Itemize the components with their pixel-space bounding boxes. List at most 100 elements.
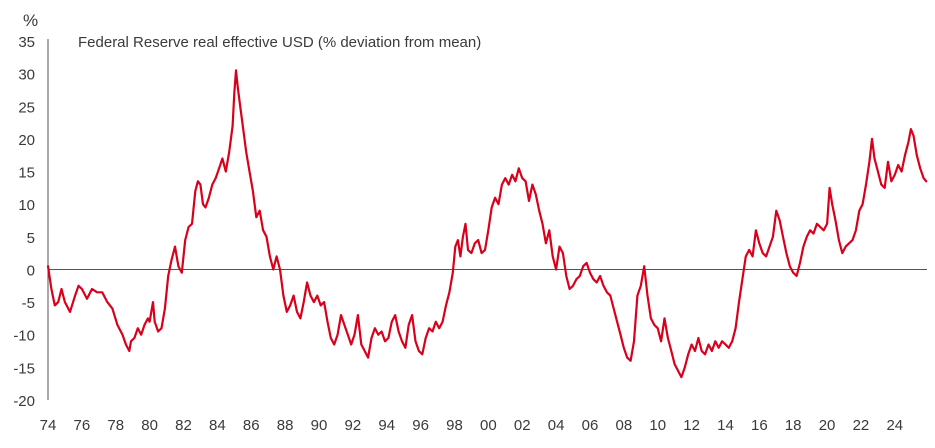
data-point [792, 272, 794, 274]
data-point [779, 220, 781, 222]
data-point [197, 180, 199, 182]
data-point [391, 321, 393, 323]
data-point [421, 353, 423, 355]
data-point [677, 370, 679, 372]
x-tick-label: 94 [378, 417, 395, 434]
data-point [282, 295, 284, 297]
data-point [596, 282, 598, 284]
data-point [765, 255, 767, 257]
data-point [841, 252, 843, 254]
data-point [350, 344, 352, 346]
x-tick-label: 12 [683, 417, 700, 434]
data-point [401, 340, 403, 342]
data-point [697, 337, 699, 339]
data-point [653, 324, 655, 326]
data-point [575, 278, 577, 280]
data-point [728, 347, 730, 349]
x-tick-label: 74 [40, 417, 57, 434]
data-point [691, 344, 693, 346]
x-tick-label: 00 [480, 417, 497, 434]
data-point [101, 291, 103, 293]
x-tick-label: 82 [175, 417, 192, 434]
data-point [202, 203, 204, 205]
data-point [91, 288, 93, 290]
data-point [354, 334, 356, 336]
data-point [623, 347, 625, 349]
data-point [235, 69, 237, 71]
data-point [650, 317, 652, 319]
data-point [802, 246, 804, 248]
data-point [562, 252, 564, 254]
x-tick-label: 08 [615, 417, 632, 434]
data-point [504, 177, 506, 179]
data-point [177, 265, 179, 267]
data-point [831, 203, 833, 205]
data-point [474, 242, 476, 244]
data-point [852, 239, 854, 241]
data-point [357, 314, 359, 316]
data-point [559, 246, 561, 248]
x-tick-label: 14 [717, 417, 734, 434]
data-point [890, 180, 892, 182]
data-point [211, 184, 213, 186]
data-point [769, 246, 771, 248]
data-point [286, 311, 288, 313]
data-point [806, 236, 808, 238]
data-point [552, 255, 554, 257]
data-point [907, 141, 909, 143]
data-point [96, 291, 98, 293]
data-point [609, 295, 611, 297]
data-point [796, 275, 798, 277]
data-point [364, 350, 366, 352]
data-point [157, 331, 159, 333]
data-point [535, 193, 537, 195]
data-point [755, 229, 757, 231]
data-point [347, 334, 349, 336]
data-point [215, 177, 217, 179]
data-point [919, 167, 921, 169]
x-tick-label: 04 [548, 417, 565, 434]
data-point [381, 331, 383, 333]
y-tick-label: 35 [18, 34, 35, 51]
data-point [140, 334, 142, 336]
data-point [714, 340, 716, 342]
data-point [316, 295, 318, 297]
x-tick-label: 18 [785, 417, 802, 434]
data-point [149, 321, 151, 323]
data-point [816, 223, 818, 225]
data-point [819, 226, 821, 228]
data-point [858, 210, 860, 212]
data-point [327, 321, 329, 323]
data-point [343, 324, 345, 326]
data-point [454, 246, 456, 248]
data-point [826, 223, 828, 225]
data-point [438, 327, 440, 329]
data-point [194, 190, 196, 192]
data-point [208, 197, 210, 199]
data-point [674, 363, 676, 365]
y-tick-label: 5 [27, 230, 35, 247]
data-point [199, 184, 201, 186]
data-point [868, 161, 870, 163]
data-point [542, 223, 544, 225]
data-point [640, 285, 642, 287]
data-point [823, 229, 825, 231]
data-point [313, 301, 315, 303]
data-point [239, 105, 241, 107]
data-point [538, 210, 540, 212]
data-point [289, 304, 291, 306]
data-point [448, 291, 450, 293]
data-point [745, 255, 747, 257]
data-point [54, 304, 56, 306]
data-point [741, 278, 743, 280]
data-point [772, 236, 774, 238]
data-point [589, 272, 591, 274]
data-point [511, 174, 513, 176]
data-point [758, 242, 760, 244]
x-tick-label: 90 [311, 417, 328, 434]
data-point [569, 288, 571, 290]
y-tick-label: -10 [13, 328, 35, 345]
data-point [467, 249, 469, 251]
data-point [565, 275, 567, 277]
